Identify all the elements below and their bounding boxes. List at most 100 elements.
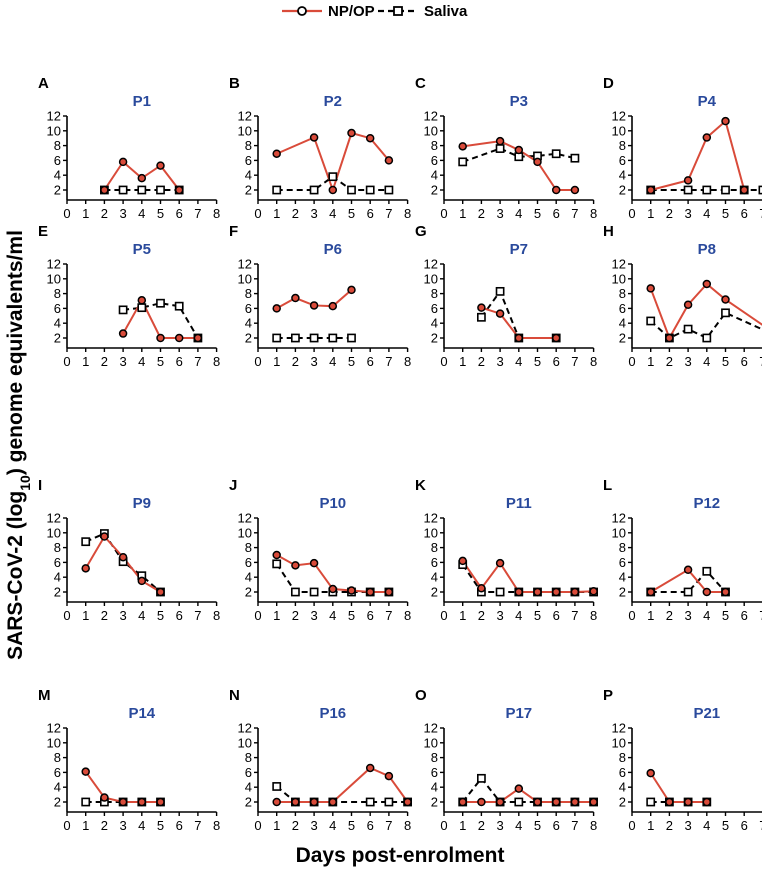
saliva-point [156,298,165,308]
x-tick-label: 4 [138,354,145,369]
saliva-point [721,185,730,195]
y-tick-label: 6 [245,765,252,780]
panel-letter-h: H [603,223,614,240]
saliva-point [683,185,693,195]
y-tick-label: 6 [431,153,438,168]
npop-point [665,333,674,343]
saliva-point [272,185,282,195]
npop-point [137,173,147,183]
x-tick-label: 2 [101,608,108,623]
x-tick-label: 6 [741,354,748,369]
y-tick-label: 8 [619,138,626,153]
y-tick-label: 4 [619,316,626,331]
y-tick-label: 2 [431,585,438,600]
y-tick-label: 8 [54,286,61,301]
npop-point [272,797,281,807]
panel-letter-f: F [229,223,238,240]
y-tick-label: 2 [431,795,438,810]
x-tick-label: 4 [329,354,336,369]
npop-point [118,552,128,562]
panel-letter-g: G [415,223,427,240]
x-tick-label: 1 [273,206,280,221]
series-line-npop [649,772,707,803]
npop-point [118,329,128,338]
chart-panel-p8: HP824681012012345678 [603,223,762,369]
panel-title-p10: P10 [319,495,346,512]
y-tick-label: 12 [47,511,61,526]
legend: NP/OP Saliva [282,3,468,20]
saliva-point [81,537,91,547]
x-tick-label: 1 [82,818,89,833]
panel-letter-p: P [603,687,613,704]
y-tick-label: 10 [424,735,438,750]
saliva-point [328,172,338,182]
x-tick-label: 2 [478,354,485,369]
x-tick-label: 8 [213,608,220,623]
x-tick-label: 6 [176,608,183,623]
x-tick-label: 1 [647,206,654,221]
y-tick-label: 2 [619,795,626,810]
npop-point [646,185,655,195]
y-tick-label: 10 [424,525,438,540]
x-tick-label: 7 [571,206,578,221]
y-tick-label: 12 [47,721,61,736]
saliva-point [365,185,375,195]
x-tick-label: 3 [310,608,317,623]
saliva-point [290,333,300,343]
panel-letter-n: N [229,687,240,704]
panel-letter-b: B [229,75,240,92]
npop-point [721,587,730,597]
y-tick-label: 2 [54,585,61,600]
saliva-point [570,153,580,163]
x-tick-label: 5 [534,354,541,369]
saliva-point [702,333,712,343]
npop-point [551,185,561,195]
x-tick-label: 4 [703,818,710,833]
x-tick-label: 7 [194,608,201,623]
saliva-point [309,333,319,343]
y-tick-label: 12 [238,257,252,272]
npop-point [193,333,203,343]
x-tick-label: 4 [138,818,145,833]
y-tick-label: 8 [619,286,626,301]
npop-point [309,301,319,310]
y-tick-label: 4 [619,570,626,585]
panel-letter-i: I [38,477,42,494]
npop-point [272,149,281,158]
y-tick-label: 12 [238,109,252,124]
x-tick-label: 2 [478,608,485,623]
y-tick-label: 8 [245,138,252,153]
npop-point [156,161,165,170]
npop-point [328,797,338,807]
y-tick-label: 4 [54,780,61,795]
x-tick-label: 7 [571,354,578,369]
x-tick-label: 1 [647,818,654,833]
saliva-point [118,305,128,315]
y-tick-label: 2 [431,331,438,346]
x-tick-label: 1 [647,608,654,623]
x-tick-label: 2 [101,818,108,833]
y-axis-label-end: ) genome equivalents/ml [4,230,27,475]
y-tick-label: 6 [245,153,252,168]
x-tick-label: 1 [82,206,89,221]
y-tick-label: 6 [54,765,61,780]
npop-point [683,176,693,185]
x-tick-label: 3 [496,608,503,623]
x-tick-label: 2 [478,206,485,221]
x-tick-label: 2 [292,818,299,833]
panel-title-p8: P8 [698,241,716,258]
x-tick-label: 0 [63,608,70,623]
npop-point [477,303,486,312]
y-tick-label: 6 [54,555,61,570]
saliva-point [347,333,356,343]
npop-point [291,293,300,303]
npop-point [551,333,561,343]
saliva-point [309,587,319,597]
npop-point [683,300,693,309]
x-tick-label: 2 [666,818,673,833]
npop-point [739,185,749,195]
legend-marker-npop [297,6,307,16]
saliva-point [384,185,394,195]
